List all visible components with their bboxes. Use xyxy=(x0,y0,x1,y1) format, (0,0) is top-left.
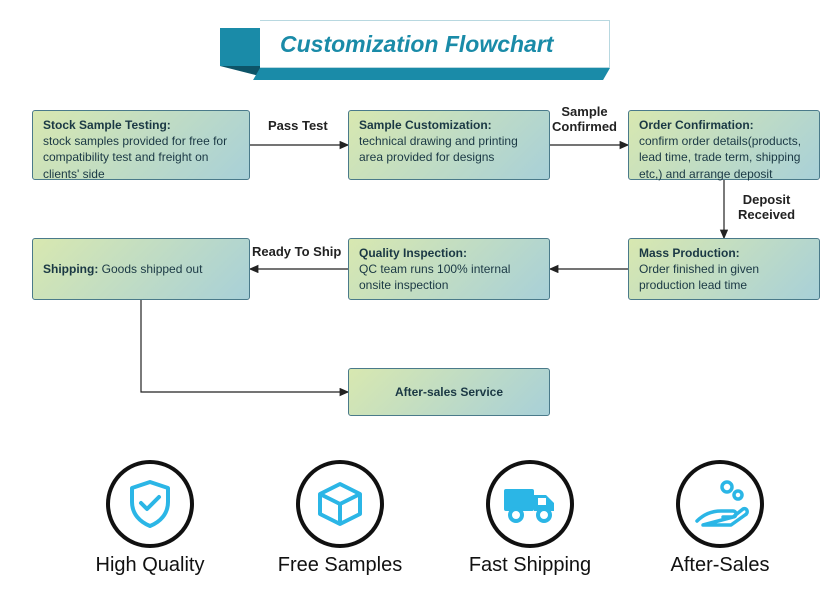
edge-label-sample_cust-order_conf: Sample Confirmed xyxy=(552,104,617,134)
truck-icon xyxy=(486,460,574,548)
feature-shield: High Quality xyxy=(60,460,240,577)
flow-node-order_conf: Order Confirmation:confirm order details… xyxy=(628,110,820,180)
page-title: Customization Flowchart xyxy=(260,20,610,68)
flow-node-shipping: Shipping: Goods shipped out xyxy=(32,238,250,300)
feature-label: High Quality xyxy=(60,554,240,577)
edge-label-order_conf-mass_prod: Deposit Received xyxy=(738,192,795,222)
hand-icon xyxy=(676,460,764,548)
flow-node-stock: Stock Sample Testing:stock samples provi… xyxy=(32,110,250,180)
flow-node-mass_prod: Mass Production:Order finished in given … xyxy=(628,238,820,300)
flow-node-after_sales: After-sales Service xyxy=(348,368,550,416)
title-banner: Customization Flowchart xyxy=(220,20,610,80)
edge-label-qc-shipping: Ready To Ship xyxy=(252,244,341,259)
flow-node-qc: Quality Inspection:QC team runs 100% int… xyxy=(348,238,550,300)
shield-icon xyxy=(106,460,194,548)
flow-node-sample_cust: Sample Customization:technical drawing a… xyxy=(348,110,550,180)
feature-label: Free Samples xyxy=(250,554,430,577)
title-accent-bottom xyxy=(253,68,610,80)
feature-cube: Free Samples xyxy=(250,460,430,577)
feature-hand: After-Sales xyxy=(630,460,810,577)
arrow-shipping-after_sales xyxy=(141,300,348,392)
edge-label-stock-sample_cust: Pass Test xyxy=(268,118,328,133)
feature-truck: Fast Shipping xyxy=(440,460,620,577)
feature-label: After-Sales xyxy=(630,554,810,577)
feature-label: Fast Shipping xyxy=(440,554,620,577)
cube-icon xyxy=(296,460,384,548)
